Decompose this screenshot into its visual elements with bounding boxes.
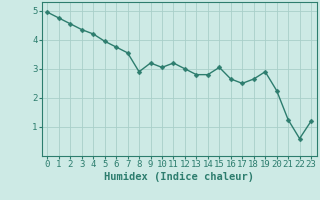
X-axis label: Humidex (Indice chaleur): Humidex (Indice chaleur) (104, 172, 254, 182)
